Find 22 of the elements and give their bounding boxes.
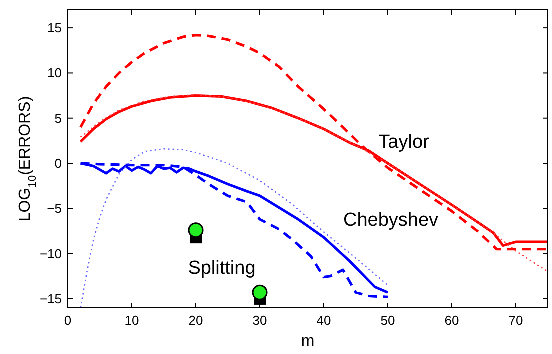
y-tick-label: 0 — [54, 156, 62, 172]
x-tick-label: 70 — [508, 313, 524, 328]
y-tick-label: 15 — [48, 20, 62, 36]
x-tick-label: 20 — [188, 313, 204, 328]
y-tick-label: 10 — [48, 66, 62, 81]
x-tick-label: 30 — [252, 313, 268, 328]
y-tick-label: −15 — [40, 291, 62, 306]
annotation: Splitting — [188, 258, 256, 279]
x-tick-label: 50 — [380, 313, 396, 328]
y-tick-label: 5 — [54, 110, 62, 126]
x-tick-label: 10 — [124, 313, 140, 328]
x-tick-label: 40 — [316, 313, 332, 328]
annotation: Taylor — [378, 132, 430, 153]
x-axis-title: m — [301, 333, 315, 350]
point — [188, 222, 204, 238]
x-tick-label: 60 — [444, 313, 460, 328]
point — [252, 284, 268, 300]
annotation: Chebyshev — [343, 210, 440, 231]
line-series — [80, 34, 548, 251]
x-tick-label: 0 — [64, 313, 72, 328]
y-tick-label: −5 — [47, 201, 62, 216]
y-tick-label: −10 — [40, 246, 62, 262]
